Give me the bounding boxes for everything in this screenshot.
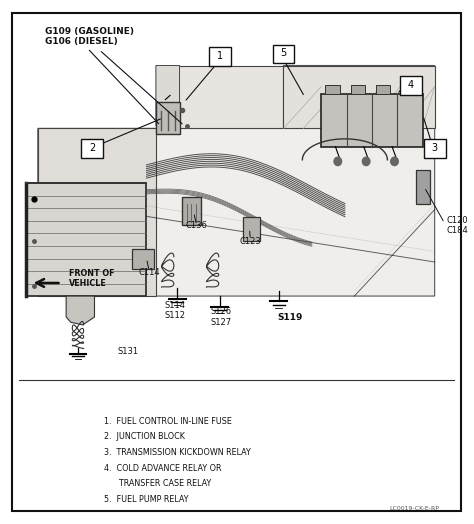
Text: 4: 4	[408, 80, 414, 90]
Bar	[351, 85, 365, 94]
Text: C123: C123	[239, 236, 261, 246]
Text: 5: 5	[280, 48, 287, 59]
Bar	[243, 217, 260, 241]
Polygon shape	[38, 128, 156, 296]
Polygon shape	[156, 66, 283, 128]
Text: C114: C114	[138, 268, 160, 277]
Circle shape	[362, 157, 370, 166]
Bar	[156, 102, 180, 134]
Text: G109 (GASOLINE)
G106 (DIESEL): G109 (GASOLINE) G106 (DIESEL)	[45, 27, 134, 47]
Text: FRONT OF
VEHICLE: FRONT OF VEHICLE	[69, 269, 114, 289]
Text: 1.  FUEL CONTROL IN-LINE FUSE: 1. FUEL CONTROL IN-LINE FUSE	[104, 417, 232, 425]
Text: S131: S131	[117, 346, 138, 356]
FancyBboxPatch shape	[209, 47, 230, 66]
Text: LC0019-CK-E-RP: LC0019-CK-E-RP	[390, 506, 439, 511]
Text: S119: S119	[278, 312, 303, 322]
Bar	[416, 170, 430, 204]
Text: S126
S127: S126 S127	[210, 307, 232, 327]
Text: 3.  TRANSMISSION KICKDOWN RELAY: 3. TRANSMISSION KICKDOWN RELAY	[104, 448, 251, 457]
Polygon shape	[38, 66, 435, 296]
Text: 2: 2	[89, 143, 95, 153]
Text: 3: 3	[432, 143, 438, 153]
Text: 4.  COLD ADVANCE RELAY OR: 4. COLD ADVANCE RELAY OR	[104, 464, 221, 473]
Polygon shape	[156, 66, 180, 126]
Bar	[326, 85, 340, 94]
Bar	[321, 94, 423, 147]
Bar	[401, 85, 416, 94]
Text: 1: 1	[217, 51, 223, 61]
Text: 2.  JUNCTION BLOCK: 2. JUNCTION BLOCK	[104, 432, 185, 441]
Bar	[182, 196, 201, 225]
Circle shape	[334, 157, 342, 166]
Bar	[26, 183, 146, 296]
FancyBboxPatch shape	[400, 76, 422, 95]
FancyBboxPatch shape	[273, 45, 294, 63]
Polygon shape	[66, 296, 94, 325]
Bar	[376, 85, 391, 94]
Text: TRANSFER CASE RELAY: TRANSFER CASE RELAY	[104, 479, 211, 488]
Bar	[132, 249, 154, 269]
Text: C120
C184: C120 C184	[447, 215, 468, 235]
FancyBboxPatch shape	[424, 139, 446, 158]
Text: S114
S112: S114 S112	[164, 300, 185, 320]
FancyBboxPatch shape	[81, 139, 103, 158]
Text: 5.  FUEL PUMP RELAY: 5. FUEL PUMP RELAY	[104, 495, 189, 504]
Circle shape	[391, 157, 398, 166]
Polygon shape	[283, 66, 435, 128]
Text: C136: C136	[185, 221, 207, 230]
